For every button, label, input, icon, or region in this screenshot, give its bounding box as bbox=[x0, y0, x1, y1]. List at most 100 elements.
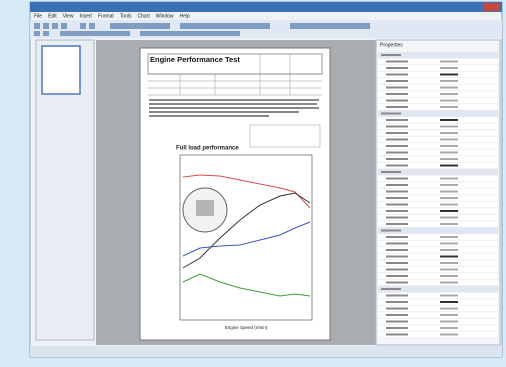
property-value bbox=[440, 255, 458, 258]
property-value bbox=[440, 73, 458, 76]
property-name bbox=[386, 125, 408, 128]
property-row bbox=[377, 207, 499, 215]
doc-title: Engine Performance Test bbox=[150, 55, 240, 64]
close-button[interactable] bbox=[484, 3, 500, 11]
page bbox=[139, 47, 331, 341]
menu-item[interactable]: Help bbox=[180, 13, 191, 19]
property-value bbox=[440, 190, 458, 193]
property-value bbox=[440, 93, 458, 95]
property-name bbox=[381, 54, 401, 56]
menu-item[interactable]: Edit bbox=[48, 13, 57, 19]
property-value bbox=[440, 236, 458, 238]
property-row bbox=[377, 84, 499, 91]
property-name bbox=[386, 327, 408, 329]
property-value bbox=[440, 138, 458, 141]
property-value bbox=[440, 158, 458, 160]
property-row bbox=[377, 220, 499, 228]
property-value bbox=[440, 67, 458, 69]
property-row bbox=[377, 90, 499, 98]
property-value bbox=[440, 249, 458, 251]
property-value bbox=[440, 314, 458, 316]
property-name bbox=[386, 242, 408, 245]
property-row bbox=[377, 266, 499, 273]
property-value bbox=[440, 210, 458, 212]
property-name bbox=[386, 216, 408, 219]
property-row bbox=[377, 233, 499, 241]
property-value bbox=[440, 242, 458, 245]
property-value bbox=[440, 106, 458, 108]
property-name bbox=[386, 320, 408, 323]
property-row bbox=[377, 240, 499, 247]
property-name bbox=[386, 119, 408, 121]
property-value bbox=[440, 197, 458, 199]
property-row bbox=[377, 279, 499, 286]
property-row bbox=[377, 64, 499, 72]
property-name bbox=[386, 203, 408, 206]
property-row bbox=[377, 136, 499, 143]
property-name bbox=[386, 236, 408, 238]
toolbar-icons bbox=[34, 23, 370, 36]
property-row bbox=[377, 318, 499, 325]
property-name bbox=[386, 145, 408, 147]
property-value bbox=[440, 177, 458, 180]
menu-item[interactable]: Chart bbox=[137, 13, 150, 19]
property-group bbox=[377, 110, 499, 117]
property-name bbox=[386, 177, 408, 180]
property-name bbox=[386, 60, 408, 63]
property-value bbox=[440, 125, 458, 128]
x-axis-label: Engine Speed (r/min) bbox=[225, 325, 268, 330]
property-name bbox=[381, 112, 401, 115]
menu-item[interactable]: Insert bbox=[79, 13, 92, 19]
property-value bbox=[440, 184, 458, 186]
property-name bbox=[386, 158, 408, 160]
property-value bbox=[440, 164, 458, 167]
property-row bbox=[377, 162, 499, 169]
property-name bbox=[386, 80, 408, 82]
property-value bbox=[440, 327, 458, 329]
property-name bbox=[386, 255, 408, 258]
property-name bbox=[386, 268, 408, 271]
menu-item[interactable]: View bbox=[63, 13, 74, 19]
property-value bbox=[440, 86, 458, 89]
property-row bbox=[377, 331, 499, 338]
property-name bbox=[386, 190, 408, 193]
property-row bbox=[377, 103, 499, 111]
table-lines bbox=[148, 54, 322, 96]
property-name bbox=[381, 171, 401, 173]
menu-item[interactable]: Window bbox=[156, 13, 174, 19]
menu-item[interactable]: File bbox=[34, 13, 42, 19]
property-name bbox=[386, 99, 408, 102]
status-bar bbox=[30, 346, 502, 357]
property-row bbox=[377, 292, 499, 299]
properties-title: Properties bbox=[380, 42, 403, 48]
property-name bbox=[386, 138, 408, 141]
menu-item[interactable]: Tools bbox=[120, 13, 132, 19]
property-row bbox=[377, 259, 499, 267]
property-value bbox=[440, 80, 458, 82]
property-row bbox=[377, 311, 499, 319]
property-row bbox=[377, 155, 499, 163]
property-name bbox=[386, 86, 408, 89]
engine-picture bbox=[196, 200, 214, 216]
property-group bbox=[377, 168, 499, 176]
property-value bbox=[440, 275, 458, 277]
chart-plot bbox=[179, 154, 313, 321]
property-value bbox=[440, 333, 458, 336]
chart-curves bbox=[182, 174, 311, 297]
property-value bbox=[440, 320, 458, 323]
property-row bbox=[377, 71, 499, 78]
property-row bbox=[377, 129, 499, 137]
property-name bbox=[386, 249, 408, 251]
property-value bbox=[440, 151, 458, 154]
menu-item[interactable]: Format bbox=[98, 13, 114, 19]
property-row bbox=[377, 253, 499, 260]
property-name bbox=[386, 275, 408, 277]
property-row bbox=[377, 175, 499, 182]
property-row bbox=[377, 123, 499, 130]
chart-legend bbox=[249, 124, 321, 148]
property-row bbox=[377, 77, 499, 85]
property-value bbox=[440, 132, 458, 134]
page-thumbnail[interactable] bbox=[41, 45, 81, 95]
property-name bbox=[386, 164, 408, 167]
property-name bbox=[386, 262, 408, 264]
